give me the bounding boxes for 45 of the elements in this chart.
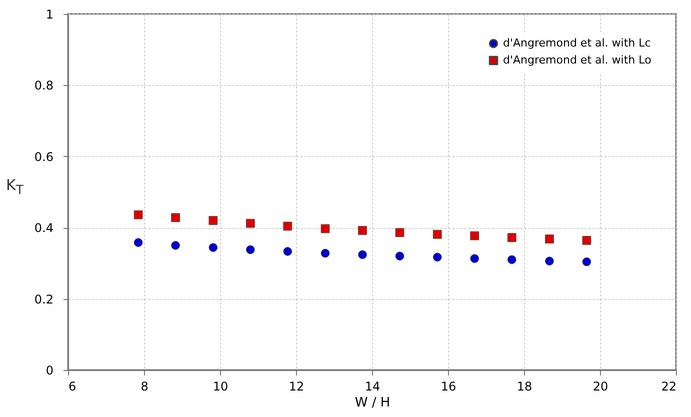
x-tick-label: 8 <box>140 380 148 394</box>
x-tick-label: 22 <box>661 380 676 394</box>
x-tick-label: 20 <box>592 380 608 394</box>
x-tick-label: 12 <box>288 380 304 394</box>
point <box>395 228 404 238</box>
point <box>134 238 143 247</box>
x-tick-label: 14 <box>364 380 380 394</box>
y-tick-label: 0.6 <box>34 150 54 164</box>
x-tick-label: 6 <box>68 380 76 394</box>
x-axis-title: W / H <box>354 396 390 410</box>
point <box>283 222 292 231</box>
point <box>432 252 442 262</box>
point <box>545 256 554 266</box>
y-tick-label: 0.2 <box>34 292 54 306</box>
point <box>320 248 330 258</box>
point <box>395 252 404 261</box>
point <box>171 240 180 250</box>
y-axis-title: K$_{T}$ <box>6 176 24 197</box>
y-tick-label: 0.8 <box>34 78 54 93</box>
y-tick-label: 1 <box>46 8 54 22</box>
point <box>208 243 218 252</box>
legend-label: d'Angremond et al. with Lo <box>503 54 652 66</box>
point <box>246 218 255 228</box>
point <box>208 216 218 225</box>
point <box>470 254 480 263</box>
point <box>470 231 480 240</box>
point <box>283 247 292 256</box>
y-tick-label: 0.4 <box>34 221 54 236</box>
point <box>358 226 367 235</box>
point <box>246 245 255 254</box>
point <box>545 234 554 244</box>
point <box>507 255 516 264</box>
point <box>432 230 442 239</box>
point <box>171 213 180 222</box>
point <box>582 257 592 266</box>
point <box>134 210 143 220</box>
point <box>582 236 592 245</box>
x-tick-label: 18 <box>516 380 532 394</box>
x-tick-label: 16 <box>440 380 456 394</box>
legend-label: d'Angremond et al. with Lc <box>503 36 651 50</box>
point <box>320 224 330 234</box>
point <box>358 250 367 260</box>
y-tick-label: 0 <box>46 364 54 378</box>
x-tick-label: 10 <box>212 380 228 394</box>
point <box>507 233 516 242</box>
